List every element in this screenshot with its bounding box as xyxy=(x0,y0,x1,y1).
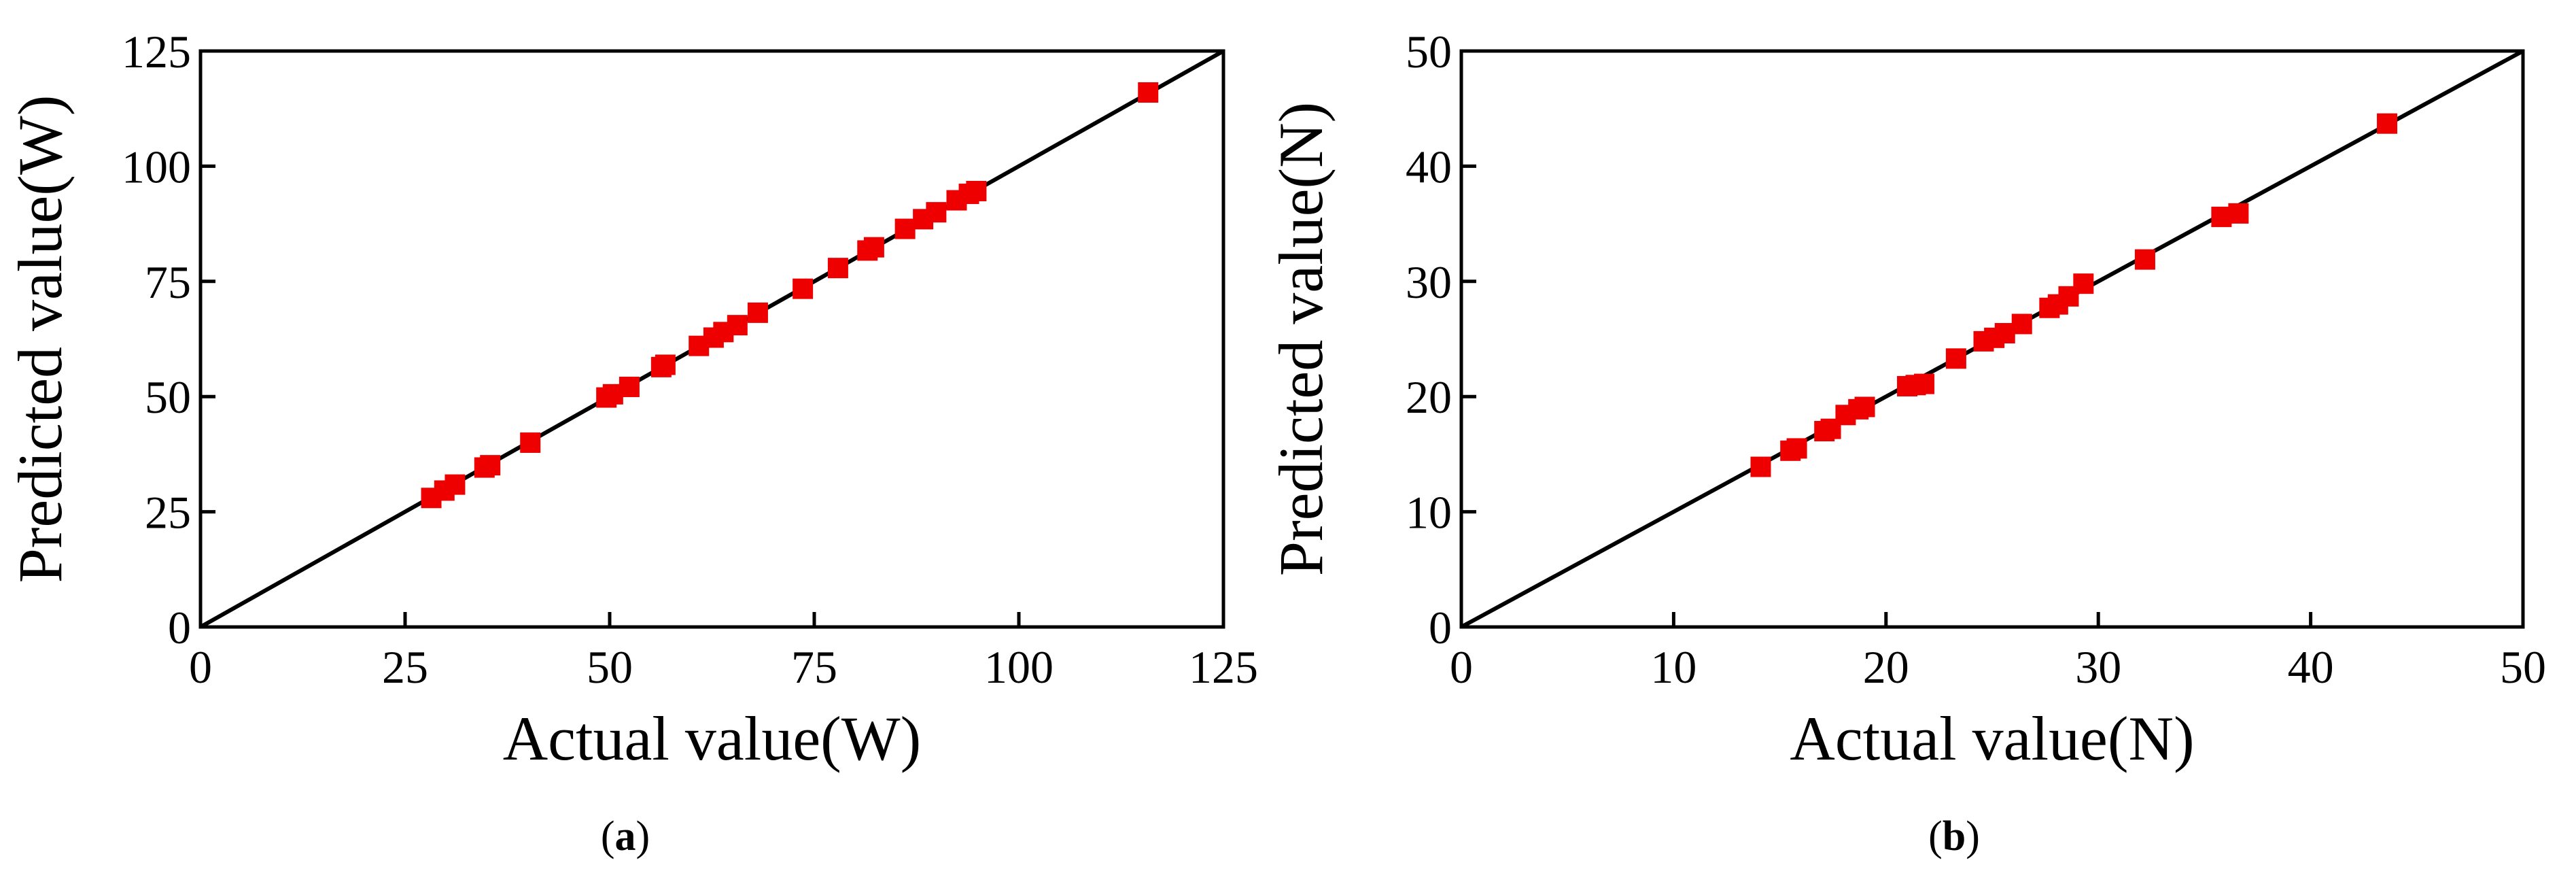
panel-b-y-tick-label: 10 xyxy=(1406,487,1452,539)
panel-b-data-point xyxy=(2011,313,2032,335)
panel-b-data-point xyxy=(1854,396,1875,418)
panel-a-x-tick-label: 75 xyxy=(791,641,837,693)
panel-b-y-tick-label: 40 xyxy=(1406,141,1452,192)
panel-a-plot-frame xyxy=(198,49,1225,629)
panel-a-y-tick-label: 50 xyxy=(145,371,191,423)
panel-b-y-tick-label: 50 xyxy=(1406,26,1452,78)
panel-b-data-point xyxy=(1914,373,1935,394)
panel-b-x-tick-label: 10 xyxy=(1650,641,1696,693)
panel-a-data-point xyxy=(966,180,987,201)
panel-a-y-tick-label: 75 xyxy=(145,256,191,308)
panel-b-data-point xyxy=(2073,273,2094,294)
panel-b-data-point xyxy=(1750,456,1771,477)
panel-a-x-tick-label: 125 xyxy=(1189,641,1258,693)
panel-a-data-point xyxy=(863,237,884,258)
panel-b-x-tick-label: 40 xyxy=(2288,641,2334,693)
panel-b-y-tick-label: 30 xyxy=(1406,256,1452,308)
panel-b-label-letter: b xyxy=(1943,813,1966,860)
panel-a-data-point xyxy=(480,455,501,476)
panel-a-y-tick-label: 0 xyxy=(168,602,191,653)
panel-a-data-point xyxy=(747,302,768,323)
panel-a-data-point xyxy=(1138,82,1159,103)
panel-a-data-point xyxy=(727,315,748,336)
panel-b-x-tick-label: 20 xyxy=(1863,641,1909,693)
panel-a-data-point xyxy=(655,354,676,375)
panel-a-data-point xyxy=(793,278,814,299)
panel-a-data-point xyxy=(619,376,640,397)
panel-a-x-tick-label: 0 xyxy=(189,641,212,693)
panel-a-x-tick-label: 50 xyxy=(587,641,633,693)
panel-a-data-point xyxy=(520,432,541,453)
panel-a-y-axis-label: Predicted value(W) xyxy=(5,95,75,583)
panel-b-plot-frame xyxy=(1459,49,2525,629)
panel-a-label: (a) xyxy=(601,813,650,860)
panel-a-data-point xyxy=(926,202,947,223)
panel-a-x-tick-label: 25 xyxy=(382,641,428,693)
panel-b-y-axis-label: Predicted value(N) xyxy=(1266,102,1336,576)
panel-b-x-tick-label: 30 xyxy=(2075,641,2121,693)
panel-b-label: (b) xyxy=(1928,813,1980,860)
panel-a-label-letter: a xyxy=(615,813,636,860)
panel-a-data-point xyxy=(827,258,848,279)
panel-b-y-tick-label: 20 xyxy=(1406,371,1452,423)
panel-a-y-tick-label: 25 xyxy=(145,487,191,539)
panel-b-x-tick-label: 50 xyxy=(2500,641,2546,693)
panel-b-data-point xyxy=(2228,203,2249,224)
panel-a-x-axis-label: Actual value(W) xyxy=(503,704,922,773)
panel-b-data-point xyxy=(2134,249,2155,270)
panel-a-data-point xyxy=(894,218,916,239)
panel-b-x-axis-label: Actual value(N) xyxy=(1790,704,2194,773)
panel-b-y-tick-label: 0 xyxy=(1429,602,1452,653)
panel-a-y-tick-label: 125 xyxy=(122,26,191,78)
panel-b-x-tick-label: 0 xyxy=(1450,641,1473,693)
panel-b-data-point xyxy=(1945,348,1966,369)
panel-a-x-tick-label: 100 xyxy=(984,641,1054,693)
panel-b-data-point xyxy=(2377,113,2398,134)
panel-a-y-tick-label: 100 xyxy=(122,141,191,192)
panel-a-data-point xyxy=(445,474,466,495)
panel-b-data-point xyxy=(1786,438,1807,459)
